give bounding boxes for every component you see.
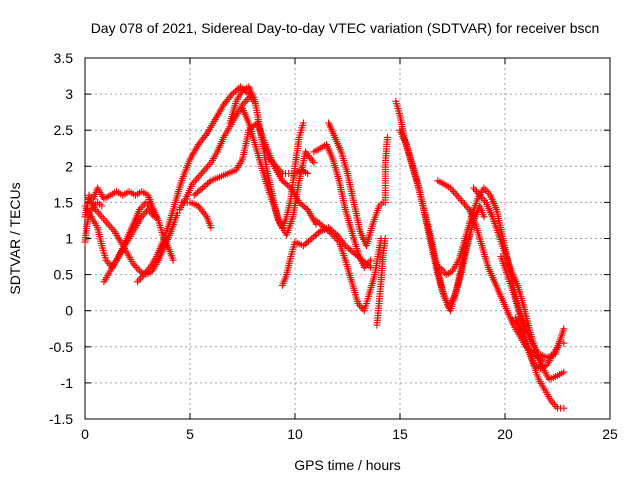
data-marker-trace bbox=[81, 198, 106, 246]
y-tick-label: -0.5 bbox=[49, 339, 73, 355]
y-tick-label: 0 bbox=[65, 303, 73, 319]
data-series bbox=[239, 105, 318, 239]
data-series bbox=[260, 141, 312, 177]
data-series bbox=[178, 198, 215, 232]
data-marker-trace bbox=[325, 119, 387, 250]
data-marker-trace bbox=[239, 105, 318, 239]
data-marker-trace bbox=[381, 133, 391, 206]
x-tick-label: 5 bbox=[186, 426, 194, 442]
y-tick-label: 0.5 bbox=[54, 267, 74, 283]
data-series bbox=[81, 198, 106, 246]
data-series bbox=[100, 206, 158, 286]
data-marker-trace bbox=[436, 184, 568, 362]
data-marker-trace bbox=[178, 198, 215, 232]
y-tick-label: -1.5 bbox=[49, 411, 73, 427]
data-series bbox=[325, 119, 387, 250]
data-series bbox=[436, 184, 568, 362]
data-series bbox=[310, 141, 375, 271]
data-marker-trace bbox=[310, 141, 375, 271]
x-tick-label: 15 bbox=[392, 426, 408, 442]
data-marker-trace bbox=[373, 235, 389, 329]
y-axis-label: SDTVAR / TECUs bbox=[7, 182, 23, 294]
data-series bbox=[470, 184, 568, 383]
data-marker-trace bbox=[260, 141, 312, 177]
x-tick-label: 25 bbox=[602, 426, 618, 442]
data-marker-trace bbox=[512, 314, 568, 372]
y-tick-label: 1 bbox=[65, 231, 73, 247]
x-tick-label: 10 bbox=[287, 426, 303, 442]
y-tick-label: 2.5 bbox=[54, 122, 74, 138]
data-series bbox=[373, 235, 389, 329]
x-axis-label: GPS time / hours bbox=[294, 457, 401, 473]
data-marker-trace bbox=[100, 206, 158, 286]
data-series bbox=[312, 216, 385, 315]
y-tick-label: -1 bbox=[61, 375, 74, 391]
data-series bbox=[396, 126, 473, 315]
data-marker-trace bbox=[470, 184, 568, 383]
y-tick-label: 3 bbox=[65, 86, 73, 102]
y-tick-label: 3.5 bbox=[54, 50, 74, 66]
data-marker-trace bbox=[396, 126, 473, 315]
x-tick-label: 20 bbox=[497, 426, 513, 442]
data-marker-trace bbox=[176, 94, 253, 214]
data-marker-trace bbox=[312, 216, 385, 315]
data-series bbox=[381, 133, 391, 206]
chart-title: Day 078 of 2021, Sidereal Day-to-day VTE… bbox=[91, 20, 600, 36]
x-tick-label: 0 bbox=[81, 426, 89, 442]
data-series bbox=[134, 83, 257, 286]
data-marker-trace bbox=[134, 83, 257, 286]
y-tick-label: 2 bbox=[65, 158, 73, 174]
data-series bbox=[176, 94, 253, 214]
y-tick-label: 1.5 bbox=[54, 194, 74, 210]
data-series bbox=[512, 314, 568, 372]
